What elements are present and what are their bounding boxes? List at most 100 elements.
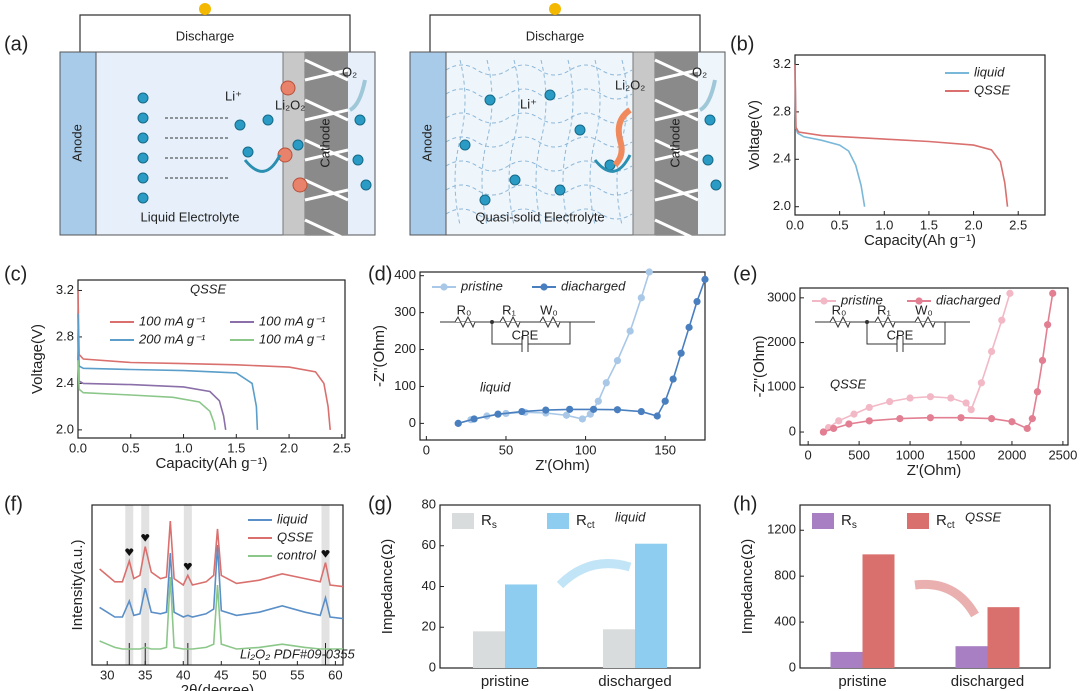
x-tick-label: discharged	[951, 673, 1024, 690]
data-point	[637, 294, 645, 302]
resistor	[539, 315, 561, 329]
bar	[830, 651, 863, 668]
x-tick-label: 1.5	[920, 217, 938, 232]
panel-label: (f)	[4, 493, 23, 515]
li2o2-growth	[612, 107, 632, 168]
x-tick-label: 40	[176, 667, 190, 682]
li-arrow	[243, 154, 282, 173]
legend-label: 100 mA g⁻¹	[139, 313, 206, 328]
y-tick-label: 80	[422, 496, 436, 511]
li2o2-particle	[277, 147, 293, 163]
data-point	[562, 411, 571, 419]
data-point	[454, 419, 462, 427]
legend-label: diacharged	[936, 292, 1001, 307]
legend-label: Rs	[841, 512, 857, 531]
li-ion	[704, 114, 716, 126]
li-ion	[292, 139, 304, 151]
cathode-mesh	[654, 98, 699, 122]
data-point	[987, 347, 996, 356]
data-point	[613, 357, 622, 365]
x-tick-label: 2500	[1048, 447, 1077, 462]
gel-network	[562, 59, 574, 226]
x-tick-label: 2.5	[1009, 217, 1027, 232]
data-point	[518, 407, 526, 416]
bulb	[199, 3, 211, 15]
bar	[603, 629, 635, 668]
reference-band	[141, 505, 150, 665]
discharge-label: Discharge	[526, 28, 585, 43]
y-axis-label: -Z"(Ohm)	[751, 336, 768, 398]
data-point	[1033, 388, 1042, 396]
y-tick-label: 2.0	[56, 421, 74, 436]
legend-point	[440, 283, 448, 291]
data-point	[926, 414, 935, 422]
node	[865, 320, 869, 324]
trend-arrow	[556, 559, 632, 589]
x-tick-label: discharged	[598, 673, 671, 690]
y-tick-label: 0	[789, 659, 796, 674]
x-tick-label: 2.0	[965, 217, 983, 232]
x-tick-label: 1.5	[227, 440, 245, 455]
data-point	[542, 406, 550, 414]
cathode-mesh	[654, 138, 699, 162]
legend-point	[540, 283, 548, 291]
peak-marker	[125, 548, 134, 556]
cathode-mesh	[654, 108, 699, 122]
annotation: liquid	[615, 509, 646, 524]
x-axis-label: 2θ(degree)	[181, 682, 254, 691]
subscript: ct	[947, 520, 955, 531]
cathode-mesh	[654, 178, 699, 202]
li-ion	[354, 114, 366, 126]
panel-label: (e)	[733, 263, 757, 285]
subscript: s	[492, 520, 497, 531]
circuit-label: R₀	[832, 302, 847, 317]
anode-label: Anode	[419, 124, 434, 162]
li-ion	[702, 154, 714, 166]
data-point	[626, 327, 634, 335]
data-point	[1049, 289, 1057, 297]
y-tick-label: 100	[394, 378, 416, 393]
panel-label: (c)	[4, 263, 27, 285]
peak-marker	[321, 550, 330, 558]
gel-network	[445, 64, 633, 76]
legend-label: 100 mA g⁻¹	[259, 313, 326, 328]
series-line	[457, 279, 706, 425]
gas-arrow	[348, 79, 367, 112]
data-point	[947, 394, 955, 402]
legend-swatch	[452, 513, 474, 529]
plot-frame	[419, 271, 706, 441]
cathode-mesh	[654, 188, 699, 202]
data-point	[578, 415, 587, 423]
y-tick-label: 0	[409, 415, 416, 430]
x-tick-label: 0	[423, 442, 430, 457]
gel-network	[535, 59, 547, 226]
gel-network	[445, 184, 633, 196]
x-tick-label: 0.0	[786, 217, 804, 232]
cathode-mesh	[654, 218, 699, 242]
cathode-mesh	[304, 108, 349, 122]
data-point	[1008, 418, 1016, 426]
x-tick-label: 150	[654, 442, 676, 457]
y-tick-label: 0	[429, 659, 436, 674]
y-tick-label: 3.2	[56, 282, 74, 297]
data-point	[850, 410, 858, 418]
data-point	[701, 275, 709, 283]
cathode-mesh	[304, 58, 349, 82]
ion-label: Li⁺	[225, 88, 242, 103]
legend-label: 100 mA g⁻¹	[259, 331, 326, 346]
data-point	[594, 397, 602, 405]
data-point	[998, 316, 1006, 324]
x-tick-label: 0.0	[69, 440, 87, 455]
data-point	[470, 415, 478, 423]
panel-label: (d)	[368, 263, 392, 285]
legend-label: control	[277, 547, 317, 562]
legend-label: QSSE	[974, 82, 1010, 97]
legend-label: diacharged	[561, 278, 626, 293]
li2o2-particle	[280, 80, 296, 96]
data-point	[830, 424, 838, 433]
panel-label: (g)	[368, 493, 392, 515]
li-ion	[509, 174, 521, 186]
y-tick-label: 2.8	[56, 328, 74, 343]
gel-network	[481, 59, 493, 226]
